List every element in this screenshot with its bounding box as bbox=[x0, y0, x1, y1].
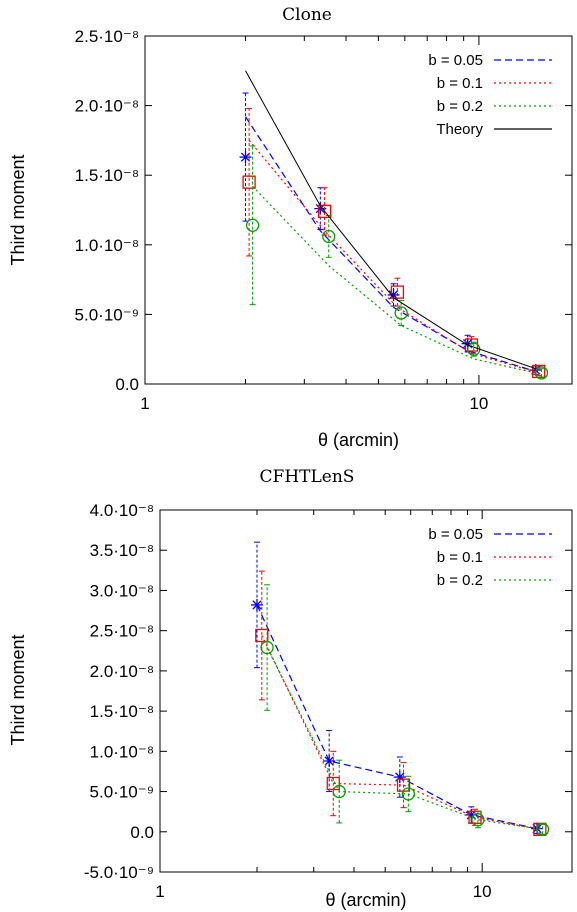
legend-label: b = 0.2 bbox=[437, 572, 483, 589]
y-tick-label: 1.0·10⁻⁸ bbox=[75, 236, 139, 255]
y-tick-label: 2.5·10⁻⁸ bbox=[90, 622, 154, 641]
x-tick-label: 10 bbox=[469, 394, 488, 413]
y-tick-label: 2.5·10⁻⁸ bbox=[75, 27, 139, 46]
series-line bbox=[248, 140, 539, 374]
y-tick-label: 0.0 bbox=[130, 823, 154, 842]
plot-frame bbox=[144, 35, 573, 385]
y-axis-label: Third moment bbox=[8, 634, 28, 745]
data-point bbox=[322, 229, 336, 244]
asterisk-stroke bbox=[324, 756, 334, 766]
y-tick-label: -5.0·10⁻⁹ bbox=[84, 863, 154, 882]
legend-label: Theory bbox=[436, 121, 483, 138]
data-point bbox=[260, 640, 274, 655]
legend-label: b = 0.2 bbox=[437, 98, 483, 115]
x-tick-label: 10 bbox=[473, 882, 492, 901]
y-axis-label: Third moment bbox=[8, 154, 28, 265]
clone-panel: Clone 0.0 5.0·10⁻⁹ 1.0·10⁻⁸ 1.5·10⁻⁸ 2.0·10⁻… bbox=[8, 5, 573, 450]
x-tick-label: 1 bbox=[140, 394, 149, 413]
cfhtlens-panel: CFHTLenS -5.0·10⁻⁹ 0.0 5.0·10⁻⁹ 1.0·10⁻⁸ 1.5… bbox=[8, 467, 573, 910]
y-tick-label: 2.0·10⁻⁸ bbox=[90, 662, 154, 681]
y-tick-label: 5.0·10⁻⁹ bbox=[75, 305, 139, 324]
asterisk-stroke bbox=[252, 600, 262, 610]
y-tick-label: 2.0·10⁻⁸ bbox=[75, 97, 139, 116]
series-line bbox=[261, 635, 540, 830]
data-point bbox=[471, 813, 485, 827]
legend: b = 0.05 b = 0.1 b = 0.2 Theory bbox=[428, 52, 552, 138]
chart-title: Clone bbox=[282, 5, 332, 25]
data-layer bbox=[239, 70, 549, 380]
data-point bbox=[323, 754, 336, 767]
y-tick-label: 5.0·10⁻⁹ bbox=[90, 783, 154, 802]
legend-label: b = 0.05 bbox=[428, 526, 483, 543]
series-line bbox=[256, 604, 538, 830]
legend-label: b = 0.1 bbox=[437, 75, 483, 92]
data-point bbox=[317, 204, 332, 219]
asterisk-stroke bbox=[388, 290, 399, 300]
data-point bbox=[394, 306, 408, 320]
y-tick-label: 1.5·10⁻⁸ bbox=[90, 702, 154, 721]
y-tick-label: 3.0·10⁻⁸ bbox=[90, 581, 154, 600]
asterisk-stroke bbox=[240, 152, 251, 162]
series-line bbox=[245, 116, 536, 373]
x-tick-label: 1 bbox=[155, 882, 164, 901]
series-line bbox=[252, 185, 542, 375]
data-point bbox=[535, 822, 550, 837]
data-point bbox=[239, 151, 252, 164]
legend-label: b = 0.1 bbox=[437, 549, 483, 566]
chart-title: CFHTLenS bbox=[260, 467, 355, 487]
data-point bbox=[401, 787, 416, 801]
x-axis-label: θ (arcmin) bbox=[318, 430, 399, 450]
y-tick-label: 4.0·10⁻⁸ bbox=[90, 501, 154, 520]
y-tick-label: 0.0 bbox=[115, 375, 139, 394]
legend-label: b = 0.05 bbox=[428, 52, 483, 69]
y-tick-label: 3.5·10⁻⁸ bbox=[90, 541, 154, 560]
data-point bbox=[245, 218, 260, 232]
series-line bbox=[245, 70, 536, 370]
data-layer bbox=[250, 541, 550, 837]
data-point bbox=[332, 784, 346, 799]
data-point bbox=[255, 628, 269, 643]
y-tick-label: 1.5·10⁻⁸ bbox=[75, 166, 139, 185]
data-point bbox=[534, 366, 549, 380]
data-point bbox=[250, 598, 263, 611]
asterisk-stroke bbox=[462, 338, 473, 349]
data-point bbox=[390, 285, 405, 299]
plot-frame bbox=[159, 509, 573, 873]
legend: b = 0.05 b = 0.1 b = 0.2 bbox=[428, 526, 552, 589]
data-point bbox=[242, 175, 256, 189]
y-tick-label: 1.0·10⁻⁸ bbox=[90, 742, 154, 761]
x-axis-label: θ (arcmin) bbox=[325, 890, 406, 910]
series-line bbox=[266, 647, 543, 830]
